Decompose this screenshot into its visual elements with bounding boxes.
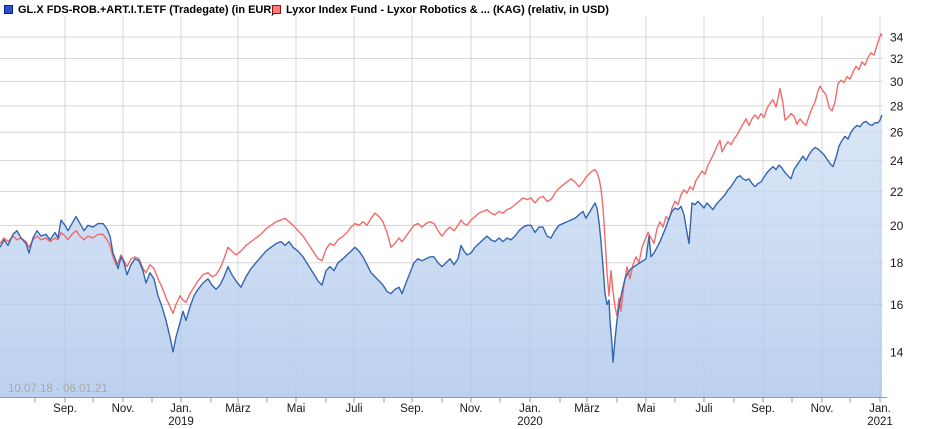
line-lyxor-fund: [0, 33, 883, 317]
legend-label-lyxor-fund: Lyxor Index Fund - Lyxor Robotics & ... …: [286, 3, 609, 16]
x-tick-label: Sep.: [400, 403, 424, 415]
legend-item-lyxor-fund: Lyxor Index Fund - Lyxor Robotics & ... …: [272, 3, 609, 16]
x-tick-label: Juli: [695, 403, 712, 415]
y-tick-label: 18: [890, 256, 904, 270]
y-tick-label: 20: [890, 219, 904, 233]
x-tick-year-label: 2020: [517, 416, 543, 428]
y-tick-label: 14: [890, 345, 904, 359]
series-lines: [0, 33, 883, 363]
y-tick-label: 28: [890, 99, 904, 113]
x-tick-year-label: 2019: [168, 416, 194, 428]
x-tick-label: Juli: [345, 403, 362, 415]
x-tick-label: Nov.: [460, 403, 483, 415]
line-glx-etf: [0, 114, 883, 363]
x-tick-label: Sep.: [53, 403, 77, 415]
x-tick-label: März: [225, 403, 251, 415]
x-tick-label: Jan.: [869, 403, 891, 415]
y-tick-label: 32: [890, 52, 904, 66]
legend-swatch-red: [272, 5, 281, 14]
y-tick-label: 26: [890, 126, 904, 140]
x-tick-label: Jan.: [170, 403, 192, 415]
x-tick-label: Nov.: [112, 403, 135, 415]
legend-item-glx-etf: GL.X FDS-ROB.+ART.I.T.ETF (Tradegate) (i…: [4, 3, 275, 16]
blue-series-area: [0, 114, 882, 397]
legend-label-glx-etf: GL.X FDS-ROB.+ART.I.T.ETF (Tradegate) (i…: [18, 3, 275, 16]
x-tick-label: Nov.: [811, 403, 834, 415]
legend-swatch-blue: [4, 5, 13, 14]
y-tick-label: 30: [890, 75, 904, 89]
x-tick-label: Mai: [287, 403, 306, 415]
chart-legend: GL.X FDS-ROB.+ART.I.T.ETF (Tradegate) (i…: [0, 0, 938, 18]
blue-series-area-fill: [0, 114, 882, 397]
x-tick-year-label: 2021: [867, 416, 893, 428]
x-tick-label: Jan.: [519, 403, 541, 415]
x-axis: [0, 397, 887, 403]
x-tick-label: Mai: [637, 403, 656, 415]
date-range-watermark: 10.07.18 - 06.01.21: [8, 383, 108, 395]
y-tick-label: 34: [890, 30, 904, 44]
y-axis-labels: 34 32 30 28 26 24 22 20 18 16 14: [890, 30, 904, 359]
y-tick-label: 16: [890, 298, 904, 312]
x-tick-label: Sep.: [751, 403, 775, 415]
y-tick-label: 22: [890, 185, 904, 199]
x-tick-label: März: [574, 403, 600, 415]
y-tick-label: 24: [890, 154, 904, 168]
